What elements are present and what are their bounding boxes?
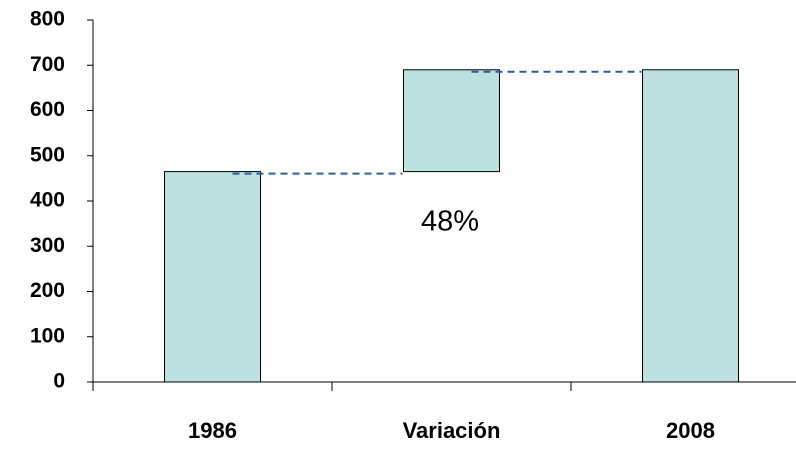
y-tick-label: 400 <box>30 189 65 212</box>
y-tick-label: 200 <box>30 279 65 302</box>
y-tick-label: 500 <box>30 143 65 166</box>
annotation: 48% <box>421 206 479 238</box>
y-tick-label: 700 <box>30 53 65 76</box>
bar <box>164 171 261 383</box>
bar <box>642 69 739 383</box>
y-tick-label: 0 <box>53 370 65 393</box>
x-tick-label: Variación <box>403 418 501 443</box>
x-tick-label: 1986 <box>188 418 237 443</box>
bar <box>403 69 500 173</box>
x-tick-label: 2008 <box>666 418 715 443</box>
y-tick-label: 800 <box>30 8 65 31</box>
y-tick-label: 600 <box>30 98 65 121</box>
y-tick-label: 100 <box>30 324 65 347</box>
y-tick-label: 300 <box>30 234 65 257</box>
